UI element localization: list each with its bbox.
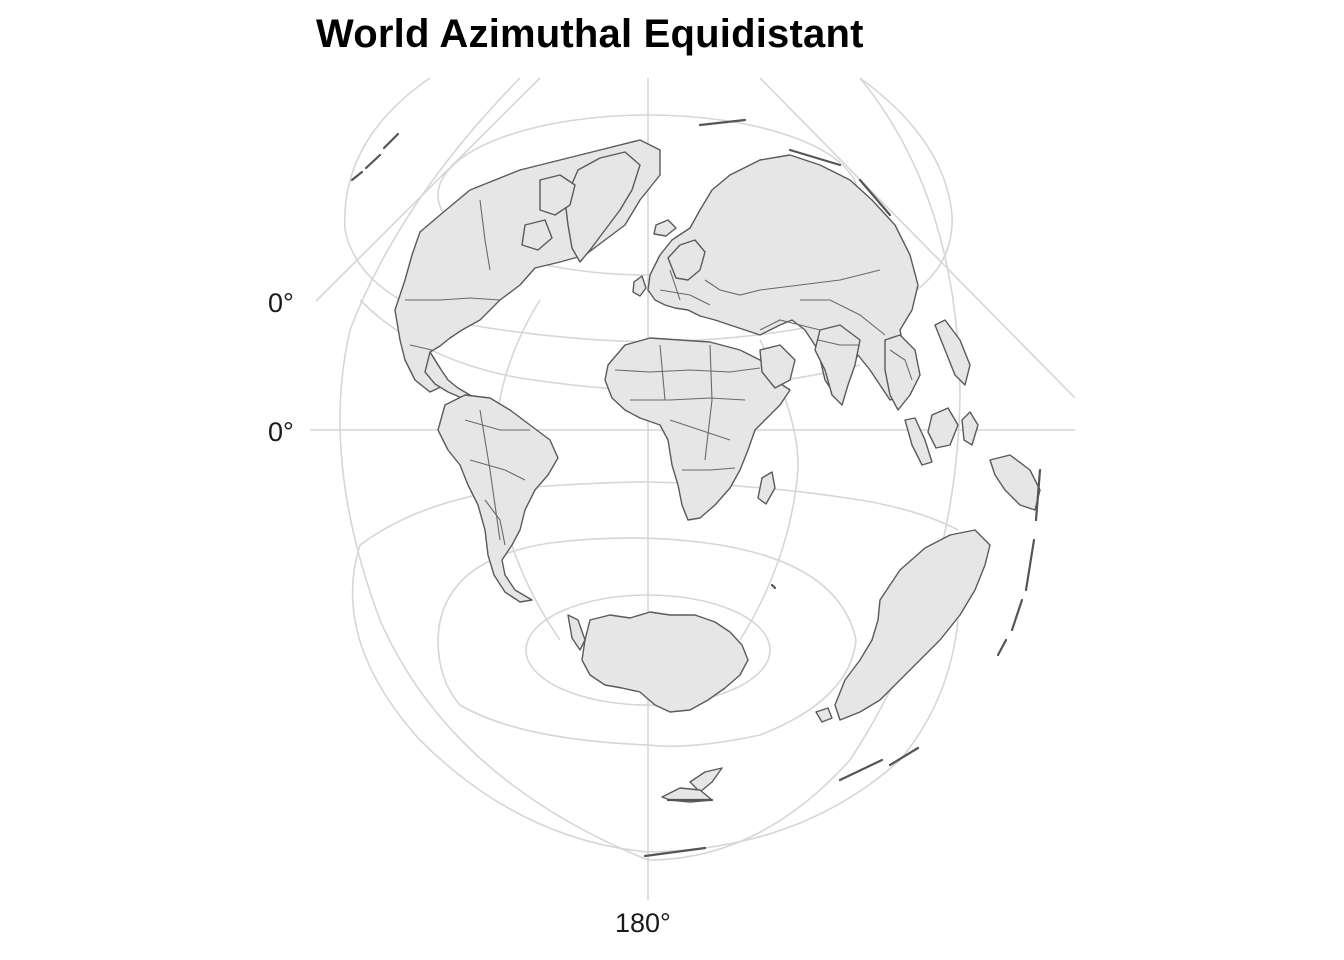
madagascar <box>757 471 776 505</box>
meridian-diagonal-left <box>315 77 541 302</box>
arabian-peninsula <box>759 344 796 389</box>
sliver-atoll <box>770 583 777 590</box>
border-south-america-3 <box>484 499 506 546</box>
greenland <box>564 151 641 263</box>
border-europe-1 <box>659 289 711 306</box>
sliver-se-1 <box>838 758 884 782</box>
antarctica <box>581 611 749 713</box>
sliver-e-2 <box>1024 538 1036 592</box>
southeast-asia <box>884 334 921 411</box>
border-africa-central <box>669 419 731 441</box>
india <box>814 324 861 406</box>
map-title: World Azimuthal Equidistant <box>316 12 864 56</box>
south-america <box>437 394 559 603</box>
japan <box>934 319 971 386</box>
y-axis-label-lower: 0° <box>268 417 294 447</box>
sliver-ne-2 <box>858 178 892 217</box>
indonesia-borneo <box>927 407 959 449</box>
x-axis-label-bottom: 180° <box>615 908 671 938</box>
border-africa-mid <box>630 397 746 401</box>
border-south-america-2 <box>469 459 526 481</box>
edge-slivers <box>350 118 1042 858</box>
sliver-e-4 <box>996 638 1008 657</box>
border-india <box>817 339 860 346</box>
tasmania <box>815 707 833 723</box>
new-guinea <box>989 454 1041 511</box>
sumatra <box>904 417 933 466</box>
new-zealand-north <box>689 767 723 793</box>
border-middle-east <box>759 319 821 331</box>
antarctic-peninsula <box>567 614 586 651</box>
border-russia-west <box>704 279 761 296</box>
border-se-asia <box>889 349 913 381</box>
sliver-e-3 <box>1010 598 1024 632</box>
british-isles <box>632 275 647 297</box>
philippines <box>961 411 979 446</box>
sliver-e-1 <box>1034 468 1042 522</box>
border-africa-vertical-1 <box>659 344 666 401</box>
border-russia-south <box>759 269 881 291</box>
meridian-curve-left <box>339 77 649 861</box>
border-africa-vertical-2 <box>704 344 713 461</box>
sliver-arctic <box>698 118 747 127</box>
sliver-ne-1 <box>788 148 842 167</box>
landmasses <box>394 139 1041 803</box>
border-south-america-1 <box>464 419 530 431</box>
australia <box>834 529 991 721</box>
parallel-south-3 <box>525 594 771 706</box>
border-mexico <box>409 344 433 351</box>
scandinavia <box>667 239 706 281</box>
meridian-diagonal-right <box>759 77 1076 399</box>
border-africa-north <box>614 367 761 373</box>
parallel-south-2 <box>437 537 857 748</box>
parallel-south-1 <box>351 544 959 853</box>
border-europe-2 <box>669 269 681 301</box>
border-us-canada <box>405 297 501 301</box>
canadian-archipelago <box>539 174 576 216</box>
border-alaska <box>479 199 491 271</box>
sliver-nw-3 <box>382 132 400 150</box>
y-axis-label-upper: 0° <box>268 288 294 318</box>
sliver-s-1 <box>643 846 707 858</box>
border-south-america-vertical <box>479 409 501 541</box>
parallel-south-4 <box>359 481 959 546</box>
sliver-nw-1 <box>350 170 364 182</box>
border-africa-south <box>682 467 736 471</box>
sliver-nw-2 <box>364 153 382 170</box>
country-borders <box>405 199 913 546</box>
iceland <box>653 219 677 237</box>
baffin-island <box>521 219 553 251</box>
sliver-se-2 <box>888 746 920 767</box>
border-china <box>800 299 886 336</box>
